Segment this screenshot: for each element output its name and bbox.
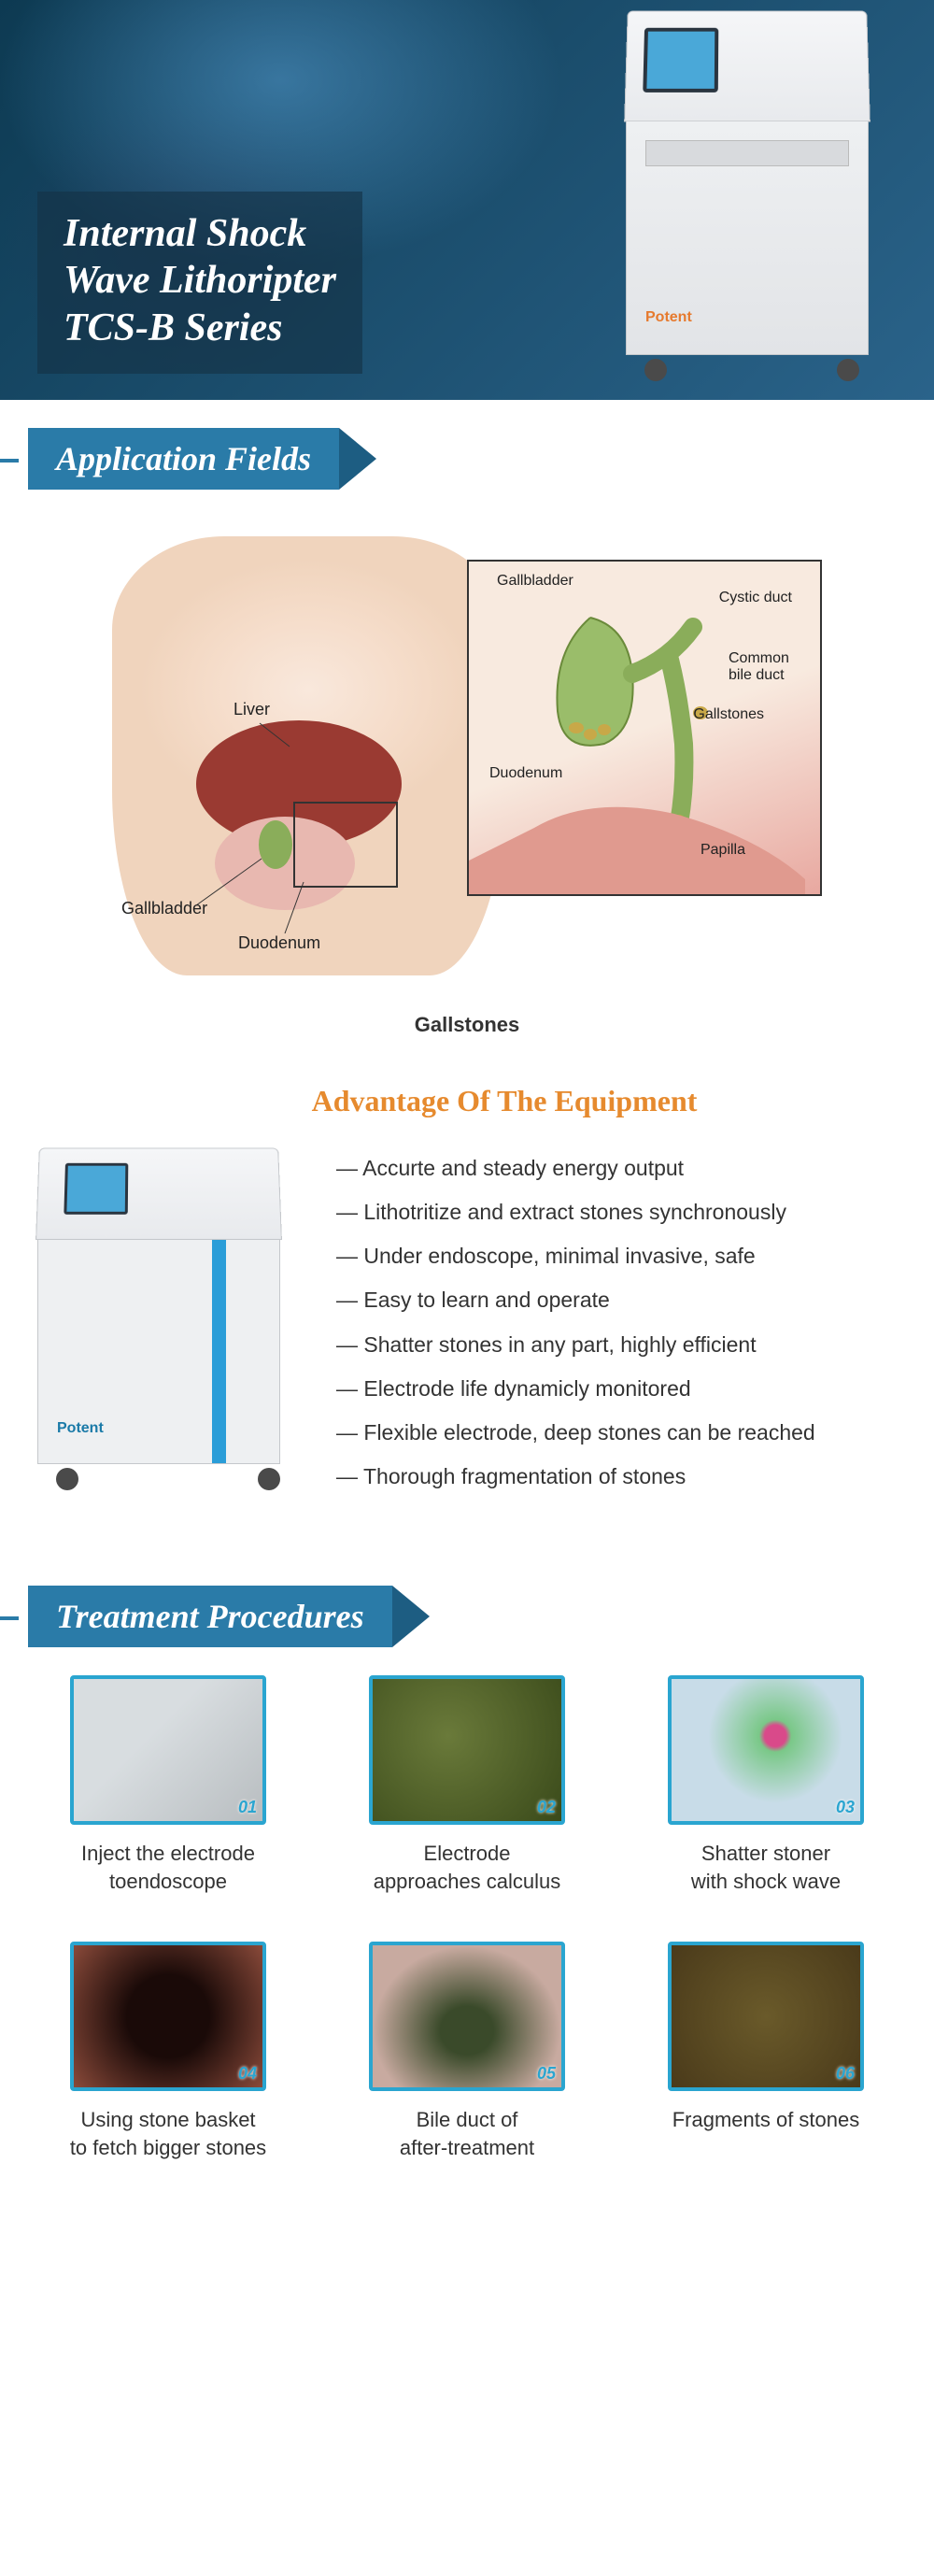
- procedure-step: 01 Inject the electrodetoendoscope: [47, 1675, 290, 1895]
- step-number: 01: [238, 1798, 257, 1817]
- label-liver: Liver: [234, 700, 270, 719]
- advantage-item: Easy to learn and operate: [336, 1278, 815, 1322]
- inset-label-papilla: Papilla: [700, 842, 745, 859]
- procedure-step: 05 Bile duct ofafter-treatment: [346, 1942, 588, 2161]
- section-treatment-procedures: Treatment Procedures: [28, 1586, 934, 1647]
- hero-title: Internal Shock Wave Lithoripter TCS-B Se…: [64, 210, 336, 351]
- inset-label-cystic: Cystic duct: [719, 590, 792, 606]
- advantage-item: Electrode life dynamicly monitored: [336, 1367, 815, 1411]
- advantage-list: Accurte and steady energy output Lithotr…: [336, 1146, 815, 1499]
- anatomy-inset: Gallbladder Cystic duct Common bile duct…: [467, 560, 822, 896]
- anatomy-caption: Gallstones: [0, 1013, 934, 1037]
- procedure-step: 02 Electrodeapproaches calculus: [346, 1675, 588, 1895]
- machine-logo: Potent: [645, 309, 692, 326]
- section-title: Application Fields: [28, 428, 339, 490]
- procedure-caption: Bile duct ofafter-treatment: [346, 2106, 588, 2161]
- inset-label-gallstones: Gallstones: [693, 706, 764, 723]
- banner-arrow-icon: [339, 428, 376, 490]
- procedure-image: 01: [70, 1675, 266, 1825]
- procedure-image: 03: [668, 1675, 864, 1825]
- procedure-image: 02: [369, 1675, 565, 1825]
- procedure-step: 03 Shatter stonerwith shock wave: [644, 1675, 887, 1895]
- procedure-caption: Using stone basketto fetch bigger stones: [47, 2106, 290, 2161]
- procedure-image: 05: [369, 1942, 565, 2091]
- procedure-step: 06 Fragments of stones: [644, 1942, 887, 2161]
- adv-logo: Potent: [57, 1420, 104, 1437]
- step-number: 02: [537, 1798, 556, 1817]
- procedure-image: 04: [70, 1942, 266, 2091]
- procedure-step: 04 Using stone basketto fetch bigger sto…: [47, 1942, 290, 2161]
- advantage-item: Under endoscope, minimal invasive, safe: [336, 1234, 815, 1278]
- hero-title-box: Internal Shock Wave Lithoripter TCS-B Se…: [37, 192, 362, 374]
- anatomy-torso: Liver Gallbladder Duodenum: [112, 536, 504, 975]
- hero-banner: Potent Internal Shock Wave Lithoripter T…: [0, 0, 934, 400]
- procedure-caption: Electrodeapproaches calculus: [346, 1840, 588, 1895]
- advantage-item: Shatter stones in any part, highly effic…: [336, 1323, 815, 1367]
- inset-label-duodenum: Duodenum: [489, 765, 562, 782]
- inset-label-common: Common bile duct: [729, 650, 813, 684]
- advantage-machine-illustration: Potent: [37, 1146, 299, 1501]
- inset-organs-icon: [469, 562, 820, 894]
- procedure-image: 06: [668, 1942, 864, 2091]
- procedure-caption: Shatter stonerwith shock wave: [644, 1840, 887, 1895]
- procedure-caption: Inject the electrodetoendoscope: [47, 1840, 290, 1895]
- advantage-heading: Advantage Of The Equipment: [75, 1084, 934, 1118]
- procedures-grid: 01 Inject the electrodetoendoscope 02 El…: [0, 1675, 934, 2209]
- section-title: Treatment Procedures: [28, 1586, 392, 1647]
- procedure-caption: Fragments of stones: [644, 2106, 887, 2134]
- advantage-item: Accurte and steady energy output: [336, 1146, 815, 1190]
- inset-label-gallbladder: Gallbladder: [497, 573, 573, 590]
- section-application-fields: Application Fields: [28, 428, 934, 490]
- label-duodenum: Duodenum: [238, 933, 320, 953]
- advantage-item: Thorough fragmentation of stones: [336, 1455, 815, 1499]
- advantage-item: Lithotritize and extract stones synchron…: [336, 1190, 815, 1234]
- step-number: 03: [836, 1798, 855, 1817]
- advantage-item: Flexible electrode, deep stones can be r…: [336, 1411, 815, 1455]
- banner-arrow-icon: [392, 1586, 430, 1647]
- step-number: 04: [238, 2064, 257, 2084]
- label-gallbladder: Gallbladder: [121, 899, 207, 918]
- anatomy-diagram: Liver Gallbladder Duodenum Gallbladder C…: [0, 518, 934, 994]
- hero-machine-illustration: Potent: [626, 9, 878, 383]
- advantage-section: Potent Accurte and steady energy output …: [0, 1146, 934, 1558]
- step-number: 06: [836, 2064, 855, 2084]
- step-number: 05: [537, 2064, 556, 2084]
